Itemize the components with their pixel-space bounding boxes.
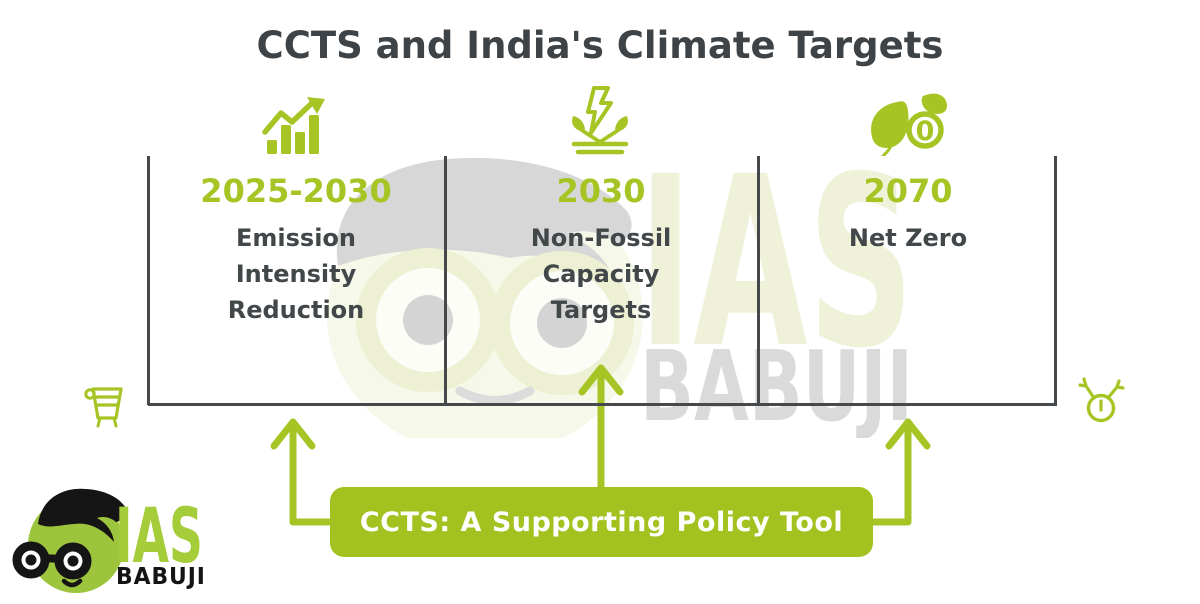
clean-energy-icon	[461, 84, 741, 156]
milestone-label: Net Zero	[848, 224, 968, 252]
timeline-axis	[148, 403, 1057, 406]
net-zero-digit: 0	[916, 116, 935, 147]
watermark: IAS BABUJI	[300, 127, 940, 456]
timeline-divider-1	[147, 156, 150, 405]
page-title: CCTS and India's Climate Targets	[256, 24, 944, 67]
milestone-column-1: 2025-2030 Emission Intensity Reduction	[156, 84, 436, 328]
watermark-text-babuji: BABUJI	[640, 331, 913, 438]
milestone-label: Emission Intensity Reduction	[227, 224, 365, 324]
brand-logo-text-babuji: BABUJI	[116, 563, 206, 590]
gauge-icon	[1078, 374, 1126, 430]
striped-cup-icon	[84, 383, 126, 433]
milestone-column-3: 0 2070 Net Zero	[768, 84, 1048, 256]
timeline-divider-4	[1054, 156, 1057, 405]
net-zero-leaf-icon: 0	[768, 84, 1048, 156]
watermark-owl-icon: IAS BABUJI	[327, 127, 914, 456]
timeline-divider-3	[757, 156, 760, 405]
milestone-period: 2025-2030	[200, 172, 392, 210]
milestone-column-2: 2030 Non-Fossil Capacity Targets	[461, 84, 741, 328]
growth-chart-icon	[156, 84, 436, 156]
brand-logo: IAS BABUJI	[8, 480, 243, 604]
milestone-period: 2070	[863, 172, 953, 210]
policy-banner-label: CCTS: A Supporting Policy Tool	[359, 506, 844, 538]
brand-logo-text-ias: IAS	[115, 491, 203, 580]
milestone-label: Non-Fossil Capacity Targets	[530, 224, 672, 324]
timeline-divider-2	[444, 156, 447, 405]
brand-logo-face-icon: IAS BABUJI	[12, 488, 206, 593]
milestone-period: 2030	[556, 172, 646, 210]
watermark-text-ias: IAS	[638, 148, 914, 400]
policy-banner: CCTS: A Supporting Policy Tool	[330, 487, 873, 557]
